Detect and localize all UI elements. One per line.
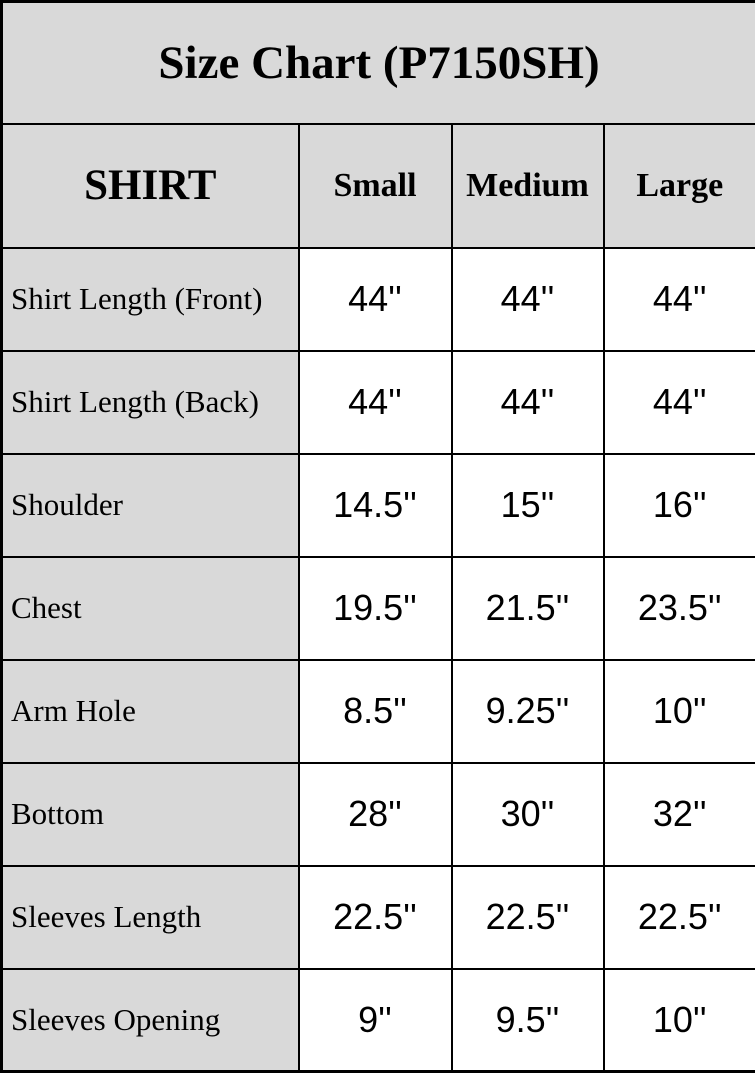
value-large: 22.5'' — [604, 866, 755, 969]
value-small: 44'' — [299, 248, 452, 351]
table-row-shirt-length-back: Shirt Length (Back) 44'' 44'' 44'' — [2, 351, 755, 454]
column-header-small: Small — [299, 124, 452, 248]
value-small: 14.5'' — [299, 454, 452, 557]
value-medium: 22.5'' — [452, 866, 604, 969]
value-large: 10'' — [604, 969, 755, 1072]
value-large: 44'' — [604, 351, 755, 454]
row-label: Sleeves Opening — [2, 969, 299, 1072]
row-label: Chest — [2, 557, 299, 660]
value-medium: 44'' — [452, 351, 604, 454]
value-small: 44'' — [299, 351, 452, 454]
table-row-shoulder: Shoulder 14.5'' 15'' 16'' — [2, 454, 755, 557]
value-small: 22.5'' — [299, 866, 452, 969]
column-header-medium: Medium — [452, 124, 604, 248]
page-title: Size Chart (P7150SH) — [2, 2, 755, 124]
table-row-shirt-length-front: Shirt Length (Front) 44'' 44'' 44'' — [2, 248, 755, 351]
title-row: Size Chart (P7150SH) — [2, 2, 755, 124]
table-row-arm-hole: Arm Hole 8.5'' 9.25'' 10'' — [2, 660, 755, 763]
value-small: 9'' — [299, 969, 452, 1072]
table-row-bottom: Bottom 28'' 30'' 32'' — [2, 763, 755, 866]
value-medium: 21.5'' — [452, 557, 604, 660]
row-label: Shirt Length (Front) — [2, 248, 299, 351]
table-row-sleeves-length: Sleeves Length 22.5'' 22.5'' 22.5'' — [2, 866, 755, 969]
row-label: Bottom — [2, 763, 299, 866]
table-row-sleeves-opening: Sleeves Opening 9'' 9.5'' 10'' — [2, 969, 755, 1072]
value-large: 44'' — [604, 248, 755, 351]
value-large: 23.5'' — [604, 557, 755, 660]
value-medium: 44'' — [452, 248, 604, 351]
row-label: Sleeves Length — [2, 866, 299, 969]
value-small: 8.5'' — [299, 660, 452, 763]
value-large: 16'' — [604, 454, 755, 557]
value-small: 28'' — [299, 763, 452, 866]
value-medium: 30'' — [452, 763, 604, 866]
table-row-chest: Chest 19.5'' 21.5'' 23.5'' — [2, 557, 755, 660]
value-medium: 9.25'' — [452, 660, 604, 763]
value-small: 19.5'' — [299, 557, 452, 660]
column-header-large: Large — [604, 124, 755, 248]
value-medium: 15'' — [452, 454, 604, 557]
row-label: Arm Hole — [2, 660, 299, 763]
value-large: 10'' — [604, 660, 755, 763]
row-label: Shirt Length (Back) — [2, 351, 299, 454]
header-row: SHIRT Small Medium Large — [2, 124, 755, 248]
row-label: Shoulder — [2, 454, 299, 557]
value-large: 32'' — [604, 763, 755, 866]
value-medium: 9.5'' — [452, 969, 604, 1072]
column-header-shirt: SHIRT — [2, 124, 299, 248]
